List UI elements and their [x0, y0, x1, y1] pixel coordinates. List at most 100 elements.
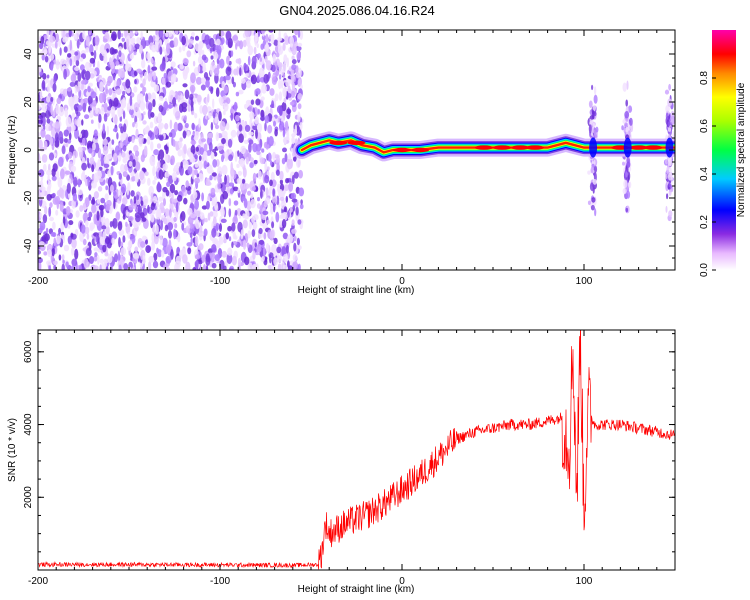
noise-blob [184, 89, 190, 100]
noise-blob [71, 258, 78, 267]
noise-blob [84, 114, 90, 120]
noise-blob [211, 172, 217, 177]
noise-blob [270, 33, 275, 44]
noise-blob [218, 111, 222, 122]
streak-blob [593, 94, 598, 104]
noise-blob [288, 182, 294, 192]
noise-blob [120, 33, 124, 38]
noise-blob [102, 38, 108, 43]
noise-blob [243, 132, 247, 139]
noise-blob [91, 180, 97, 189]
noise-blob [88, 30, 92, 36]
noise-blob [270, 171, 275, 182]
noise-blob [79, 57, 84, 62]
noise-blob [46, 260, 52, 266]
noise-blob [185, 180, 189, 188]
signal-hotspot [629, 145, 648, 150]
noise-blob [100, 216, 106, 224]
noise-blob [283, 54, 288, 64]
noise-blob [55, 59, 60, 70]
noise-blob [132, 122, 135, 128]
noise-blob [76, 38, 80, 49]
noise-blob [109, 47, 115, 55]
noise-blob [74, 51, 79, 56]
noise-blob [221, 164, 228, 176]
noise-blob [129, 42, 132, 52]
noise-blob [201, 54, 207, 61]
noise-blob [85, 247, 92, 257]
noise-blob [260, 96, 265, 101]
noise-blob [118, 229, 125, 236]
y-tick-label: 4000 [23, 413, 34, 436]
y-tick-label: -40 [23, 238, 34, 253]
streak-blob [627, 105, 633, 113]
noise-blob [100, 153, 104, 164]
noise-blob [106, 199, 112, 207]
noise-blob [232, 35, 239, 41]
noise-blob [158, 196, 164, 202]
streak-blob [590, 166, 594, 174]
noise-blob [242, 213, 246, 219]
noise-blob [150, 112, 155, 118]
noise-blob [227, 138, 233, 148]
noise-blob [226, 187, 231, 194]
noise-blob [167, 222, 174, 231]
noise-blob [90, 119, 94, 124]
noise-blob [73, 176, 78, 187]
noise-blob [250, 74, 257, 85]
colorbar-tick-label: 0.4 [699, 167, 710, 181]
noise-blob [221, 250, 227, 258]
noise-blob [168, 132, 173, 138]
noise-blob [153, 252, 158, 262]
noise-blob [98, 92, 104, 104]
noise-blob [230, 112, 234, 121]
noise-blob [231, 241, 234, 249]
noise-blob [187, 104, 191, 112]
noise-blob [93, 50, 97, 60]
noise-blob [255, 88, 261, 95]
noise-blob [77, 72, 82, 82]
noise-blob [83, 257, 89, 269]
streak-blob [587, 170, 591, 175]
noise-blob [190, 213, 196, 219]
noise-blob [216, 45, 222, 55]
noise-blob [232, 186, 239, 192]
noise-blob [231, 255, 237, 266]
noise-blob [260, 116, 265, 121]
noise-blob [264, 161, 268, 172]
noise-blob [131, 175, 136, 182]
noise-blob [100, 208, 104, 218]
noise-blob [283, 137, 287, 146]
noise-blob [153, 84, 160, 92]
noise-blob [122, 171, 128, 178]
y-tick-label: 40 [23, 48, 34, 60]
noise-blob [291, 59, 297, 65]
noise-blob [282, 73, 286, 78]
noise-blob [149, 121, 154, 129]
noise-blob [45, 227, 49, 234]
noise-blob [214, 51, 219, 60]
noise-blob [152, 195, 158, 204]
noise-blob [177, 234, 181, 243]
noise-blob [136, 68, 142, 74]
noise-blob [203, 228, 208, 237]
noise-blob [186, 130, 190, 138]
colorbar-tick-label: 0.0 [699, 263, 710, 277]
noise-blob [152, 179, 156, 185]
noise-blob [282, 253, 289, 263]
noise-blob [286, 57, 290, 68]
noise-blob [173, 228, 177, 240]
noise-blob [274, 93, 279, 102]
noise-blob [297, 111, 301, 123]
noise-blob [189, 152, 194, 163]
noise-blob [120, 126, 124, 134]
noise-blob [48, 206, 52, 217]
noise-blob [61, 254, 65, 261]
noise-blob [237, 170, 243, 176]
noise-blob [133, 86, 138, 93]
noise-blob [237, 150, 240, 157]
noise-blob [71, 247, 75, 256]
noise-blob [188, 42, 192, 48]
noise-blob [69, 58, 73, 67]
noise-blob [228, 154, 234, 162]
